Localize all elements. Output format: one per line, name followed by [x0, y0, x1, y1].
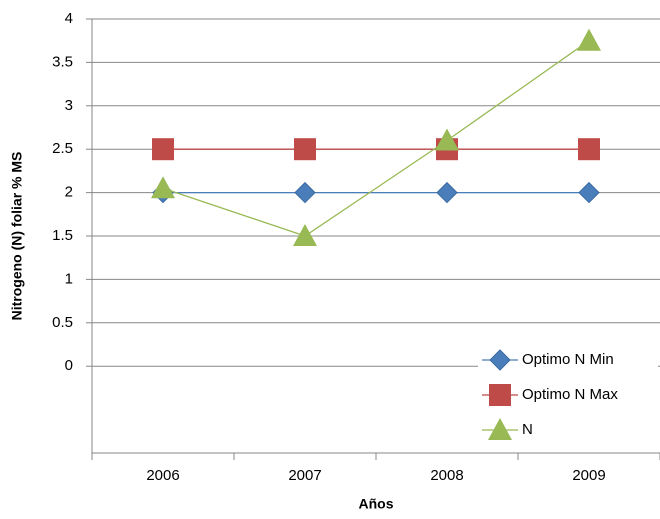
data-point: [577, 28, 601, 51]
y-tick-label: 2: [65, 184, 73, 201]
legend-marker: [489, 384, 511, 406]
y-axis-title: Nitrogeno (N) foliar % MS: [9, 152, 25, 321]
series-line: [162, 40, 590, 237]
y-tick-label: 0.5: [52, 314, 73, 331]
y-tick-label: 3.5: [52, 53, 73, 70]
data-point: [436, 181, 458, 204]
data-point: [578, 138, 600, 161]
data-point: [152, 138, 174, 161]
data-point: [293, 224, 317, 246]
data-point: [294, 181, 316, 204]
data-point: [294, 138, 316, 161]
y-tick-label: 4: [65, 10, 73, 27]
x-tick-label: 2007: [288, 467, 321, 484]
x-tick-label: 2009: [572, 467, 605, 484]
y-tick-label: 2.5: [52, 140, 73, 157]
data-point: [578, 181, 600, 204]
x-tick-label: 2008: [430, 467, 463, 484]
data-point: [151, 176, 175, 199]
legend-marker: [489, 349, 511, 371]
legend-label: N: [522, 421, 533, 438]
x-tick-label: 2006: [146, 467, 179, 484]
legend-label: Optimo N Min: [522, 351, 614, 368]
x-axis-title: Años: [359, 496, 394, 512]
legend-marker: [488, 418, 512, 440]
y-tick-label: 1.5: [52, 227, 73, 244]
y-tick-label: 1: [65, 270, 73, 287]
legend-label: Optimo N Max: [522, 386, 618, 403]
data-point: [435, 128, 459, 151]
y-tick-label: 3: [65, 97, 73, 114]
y-tick-label: 0: [65, 357, 73, 374]
